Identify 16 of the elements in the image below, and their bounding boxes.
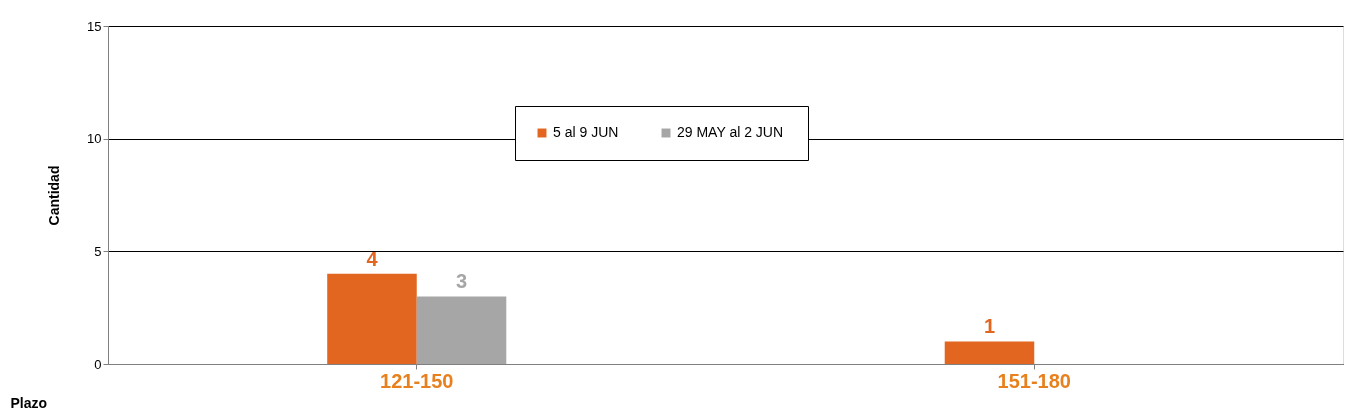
legend-label: 29 MAY al 2 JUN xyxy=(677,124,784,140)
y-tick-label: 5 xyxy=(94,243,102,259)
y-tick-label: 0 xyxy=(94,356,102,372)
data-label: 1 xyxy=(983,315,996,338)
x-tick-label: 151-180 xyxy=(997,369,1071,392)
y-axis-title: Cantidad xyxy=(46,165,63,226)
data-label: 4 xyxy=(366,247,379,270)
bar xyxy=(416,296,507,364)
x-axis-title: Plazo xyxy=(10,394,48,408)
bar xyxy=(944,341,1035,364)
y-tick-label: 10 xyxy=(87,131,102,147)
data-label: 3 xyxy=(455,270,468,293)
x-tick-label: 121-150 xyxy=(380,369,454,392)
legend-label: 5 al 9 JUN xyxy=(553,124,619,140)
y-tick-label: 15 xyxy=(87,18,102,34)
bar xyxy=(327,273,417,364)
